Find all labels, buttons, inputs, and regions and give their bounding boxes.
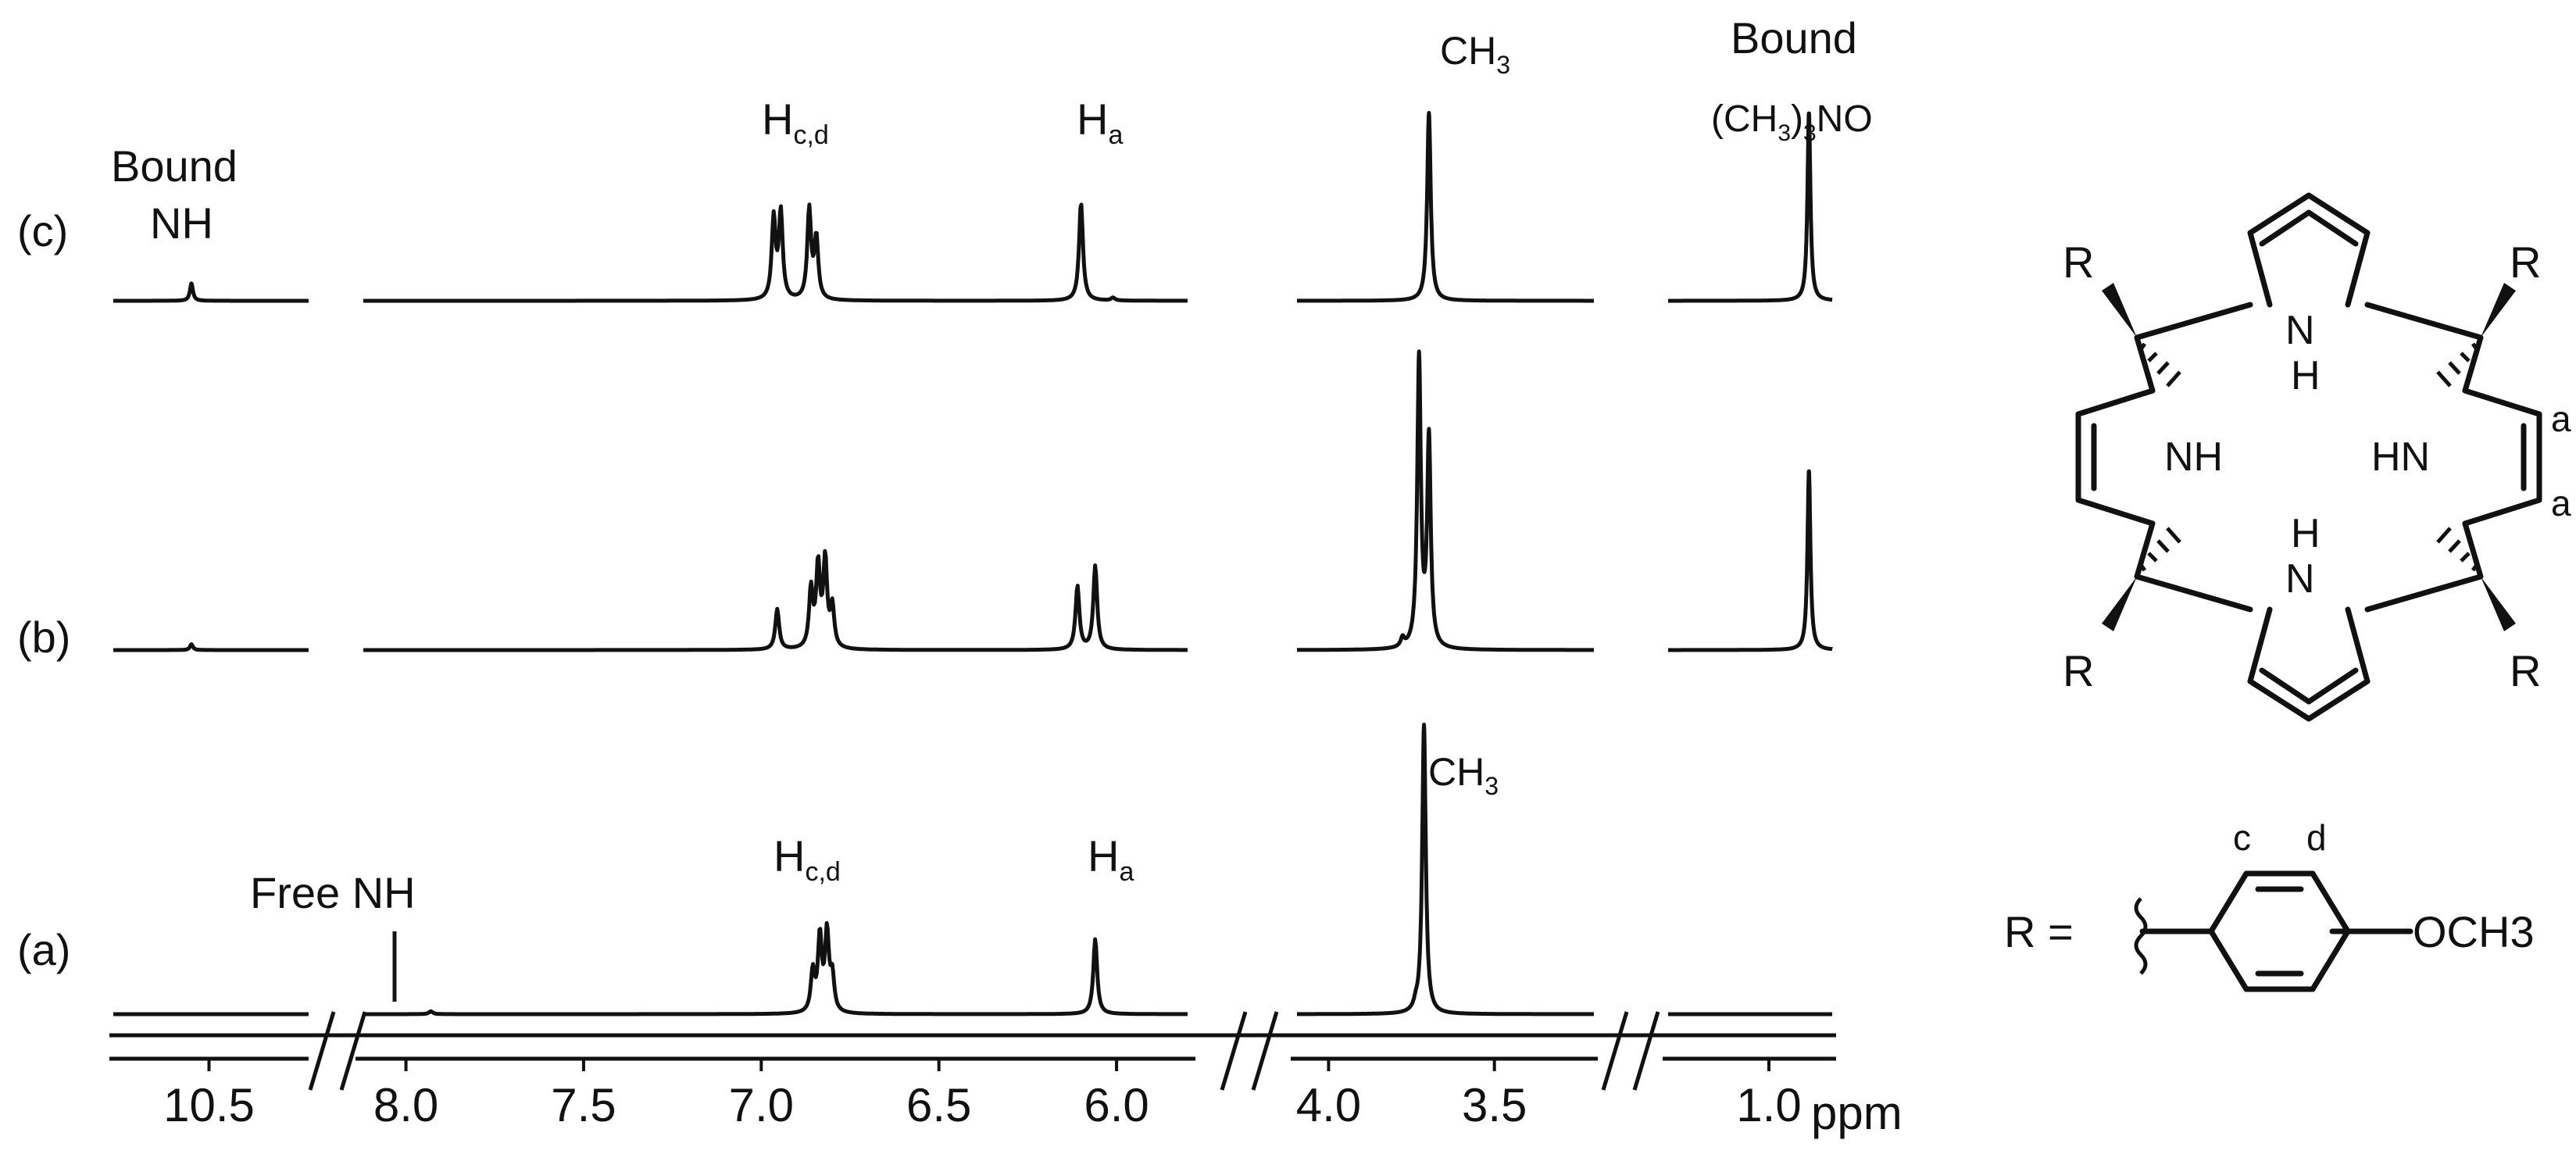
tick-label-6.0: 6.0 xyxy=(1084,1079,1149,1131)
axis-break-2 xyxy=(1220,1011,1279,1091)
trace-label-a: (a) xyxy=(17,925,70,974)
tick-label-3.5: 3.5 xyxy=(1462,1079,1527,1131)
axis-break-1 xyxy=(308,1011,367,1091)
trace-label-c: (c) xyxy=(17,206,68,255)
tick-label-7.0: 7.0 xyxy=(729,1079,794,1131)
spectrum-trace-c xyxy=(111,111,1835,303)
annotation-ha-c: Ha xyxy=(1077,95,1123,150)
annotation-bound-tmao-line1: Bound xyxy=(1731,13,1857,63)
struct-och3: OCH3 xyxy=(2413,907,2535,956)
annotation-ch3-a: CH3 xyxy=(1428,750,1499,800)
struct-r-top-left: R xyxy=(2063,238,2094,287)
trace-b-segment-2 xyxy=(362,548,1189,652)
x-axis: 10.5 8.0 7.5 7.0 6.5 6.0 4.0 3.5 1.0 xyxy=(109,1011,1836,1131)
trace-b-segment-4 xyxy=(1666,469,1835,652)
tick-label-1.0: 1.0 xyxy=(1736,1079,1801,1131)
annotation-free-nh: Free NH xyxy=(250,868,416,917)
x-axis-label: ppm xyxy=(1811,1087,1903,1139)
struct-nh-top: N xyxy=(2285,308,2315,353)
annotation-hcd-c: Hc,d xyxy=(762,95,829,150)
tick-label-6.5: 6.5 xyxy=(906,1079,971,1131)
tick-label-4.0: 4.0 xyxy=(1296,1079,1361,1131)
struct-label-d: d xyxy=(2306,817,2327,858)
trace-c-segment-1 xyxy=(111,281,311,303)
axis-break-3 xyxy=(1601,1011,1660,1091)
struct-a-upper: a xyxy=(2551,398,2571,439)
trace-c-segment-3 xyxy=(1295,111,1596,303)
tick-label-7.5: 7.5 xyxy=(551,1079,616,1131)
struct-nh-left: NH xyxy=(2164,434,2223,480)
spectrum-trace-a xyxy=(111,723,1835,1017)
annotation-hcd-a: Hc,d xyxy=(774,831,841,887)
trace-b-segment-3 xyxy=(1295,349,1596,652)
struct-r-top-right: R xyxy=(2510,238,2541,287)
calix-pyrrole-structure: R R R R N H NH HN H N a a R = c d OCH3 xyxy=(2004,192,2571,992)
trace-c-segment-2 xyxy=(362,202,1189,303)
trace-label-b: (b) xyxy=(17,613,70,662)
trace-a-segment-2 xyxy=(362,920,1189,1017)
trace-b-segment-1 xyxy=(111,642,311,652)
spectra-traces xyxy=(111,111,1835,1017)
struct-r-bottom-right: R xyxy=(2510,646,2541,695)
tick-label-8.0: 8.0 xyxy=(373,1079,438,1131)
spectrum-trace-b xyxy=(111,349,1835,652)
struct-h-bottom: H xyxy=(2291,511,2321,556)
struct-a-lower: a xyxy=(2551,483,2571,523)
annotation-bound-nh-line2: NH xyxy=(150,198,213,248)
struct-r-bottom-left: R xyxy=(2063,646,2094,695)
trace-c-segment-4 xyxy=(1666,111,1835,303)
struct-label-c: c xyxy=(2233,817,2251,858)
struct-n-bottom: N xyxy=(2285,556,2315,602)
annotation-ha-a: Ha xyxy=(1088,831,1134,887)
annotation-bound-nh-line1: Bound xyxy=(111,141,238,191)
struct-r-equals: R = xyxy=(2004,907,2074,956)
annotation-bound-tmao-line2: (CH3)3NO xyxy=(1711,98,1873,146)
tick-label-10.5: 10.5 xyxy=(163,1079,255,1131)
trace-a-segment-3 xyxy=(1295,723,1596,1017)
struct-h-top: H xyxy=(2291,353,2321,398)
annotation-ch3-c: CH3 xyxy=(1440,29,1510,79)
struct-hn-right: HN xyxy=(2371,434,2430,480)
